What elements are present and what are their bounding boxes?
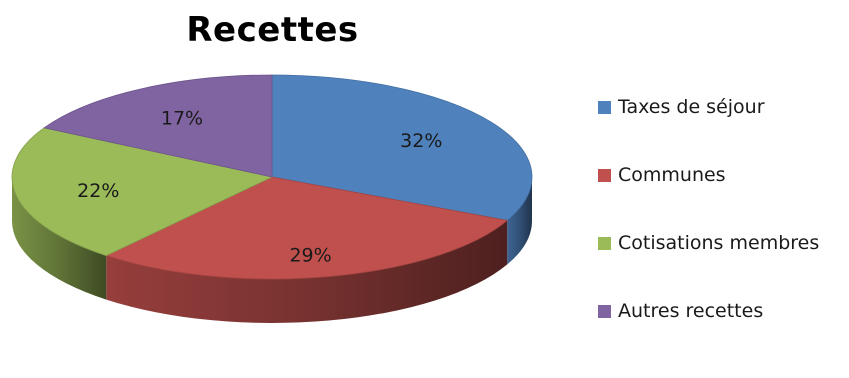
legend-label: Autres recettes [618, 300, 764, 322]
pie-slice-communes [105, 176, 509, 280]
pie-labels: 32% 29% 22% 17% [77, 107, 442, 266]
legend-label: Communes [618, 164, 726, 186]
slice-label-communes: 29% [289, 245, 331, 267]
legend-swatch [598, 237, 611, 250]
legend-item-communes: Communes [596, 160, 849, 228]
slice-label-taxes-de-sejour: 32% [400, 130, 442, 152]
pie-slice-taxes-de-sejour [271, 74, 533, 221]
legend-label: Taxes de séjour [618, 96, 765, 118]
legend-swatch [598, 169, 611, 182]
legend-item-cotisations-membres: Cotisations membres [596, 228, 849, 296]
legend: Taxes de séjour Communes Cotisations membr… [596, 92, 849, 364]
pie-slice-autres-recettes [43, 74, 273, 178]
pie-chart: 32% 29% 22% 17% [11, 74, 533, 323]
legend-swatch [598, 101, 611, 114]
pie-sides [12, 177, 532, 323]
slice-label-autres-recettes: 17% [161, 107, 203, 129]
pie-side-cotisations-membres [12, 177, 107, 300]
slice-label-cotisations-membres: 22% [77, 180, 119, 202]
pie-top [11, 74, 533, 280]
legend-item-autres-recettes: Autres recettes [596, 296, 849, 364]
legend-item-taxes-de-sejour: Taxes de séjour [596, 92, 849, 160]
legend-label: Cotisations membres [618, 232, 820, 254]
chart-title: Recettes [186, 10, 359, 50]
legend-swatch [598, 305, 611, 318]
pie-side-communes [106, 220, 508, 323]
pie-side-taxes-de-sejour [507, 177, 532, 265]
pie-slice-cotisations-membres [11, 127, 274, 257]
